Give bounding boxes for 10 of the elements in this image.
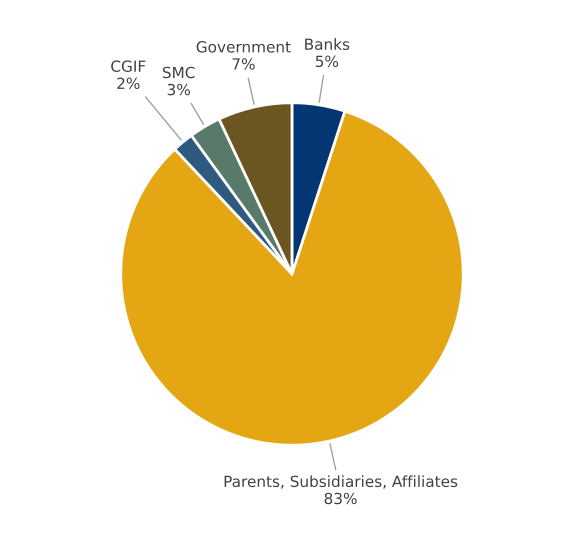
slice-label: Government (196, 41, 291, 53)
data-label: 3% (168, 84, 190, 96)
slice-label: CGIF (111, 60, 146, 72)
data-label: 2% (117, 78, 140, 90)
slice-label: Banks (305, 38, 350, 50)
slice-label: Parents, Subsidiaries, Affiliates (224, 475, 458, 489)
data-label: 7% (232, 58, 255, 70)
data-label: 83% (324, 492, 357, 504)
slice-label: SMC (162, 66, 195, 78)
data-label: 5% (316, 56, 338, 68)
